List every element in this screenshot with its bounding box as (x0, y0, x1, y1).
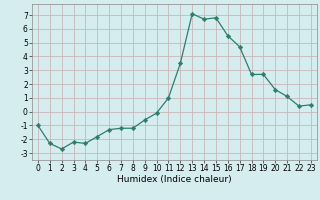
X-axis label: Humidex (Indice chaleur): Humidex (Indice chaleur) (117, 175, 232, 184)
